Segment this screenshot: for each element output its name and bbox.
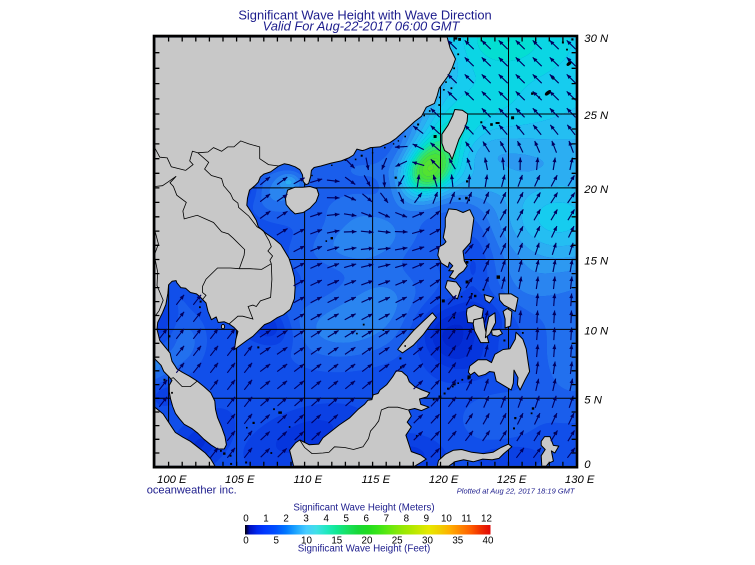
svg-text:3: 3 xyxy=(303,513,309,524)
svg-text:Valid For Aug-22-2017 06:00 GM: Valid For Aug-22-2017 06:00 GMT xyxy=(263,18,461,33)
svg-text:1: 1 xyxy=(263,513,268,524)
svg-text:30: 30 xyxy=(422,535,433,546)
svg-text:11: 11 xyxy=(461,513,471,524)
svg-text:2: 2 xyxy=(283,513,288,524)
svg-text:35: 35 xyxy=(452,535,463,546)
svg-text:6: 6 xyxy=(363,513,369,524)
svg-text:115 E: 115 E xyxy=(361,474,390,486)
svg-text:4: 4 xyxy=(323,513,329,524)
svg-text:5 N: 5 N xyxy=(584,394,602,406)
svg-text:0: 0 xyxy=(243,513,249,524)
svg-text:125 E: 125 E xyxy=(497,474,527,486)
svg-text:130 E: 130 E xyxy=(565,474,595,486)
svg-text:30 N: 30 N xyxy=(584,33,609,45)
svg-text:100 E: 100 E xyxy=(157,474,187,486)
svg-text:25: 25 xyxy=(392,535,403,546)
svg-text:10 N: 10 N xyxy=(584,325,609,337)
svg-text:105 E: 105 E xyxy=(225,474,255,486)
svg-text:Significant Wave Height (Feet): Significant Wave Height (Feet) xyxy=(298,543,431,554)
svg-text:15: 15 xyxy=(331,535,342,546)
svg-text:0: 0 xyxy=(584,459,591,471)
svg-text:5: 5 xyxy=(273,535,279,546)
svg-text:Plotted at Aug 22, 2017 18:19: Plotted at Aug 22, 2017 18:19 GMT xyxy=(457,487,576,496)
svg-text:Significant Wave Height (Meter: Significant Wave Height (Meters) xyxy=(293,502,434,513)
svg-text:0: 0 xyxy=(243,535,249,546)
svg-text:9: 9 xyxy=(424,513,429,524)
svg-text:7: 7 xyxy=(384,513,389,524)
svg-text:15 N: 15 N xyxy=(584,256,609,268)
svg-text:20: 20 xyxy=(362,535,373,546)
svg-text:110 E: 110 E xyxy=(293,474,322,486)
svg-text:8: 8 xyxy=(404,513,410,524)
svg-text:oceanweather inc.: oceanweather inc. xyxy=(147,485,237,497)
svg-text:20 N: 20 N xyxy=(583,184,609,196)
svg-text:25 N: 25 N xyxy=(583,110,609,122)
svg-text:120 E: 120 E xyxy=(429,474,459,486)
svg-text:Significant Wave Height with W: Significant Wave Height with Wave Direct… xyxy=(238,8,491,23)
svg-text:5: 5 xyxy=(343,513,349,524)
svg-text:12: 12 xyxy=(481,513,492,524)
svg-text:10: 10 xyxy=(301,535,312,546)
svg-text:10: 10 xyxy=(441,513,452,524)
svg-text:40: 40 xyxy=(483,535,494,546)
